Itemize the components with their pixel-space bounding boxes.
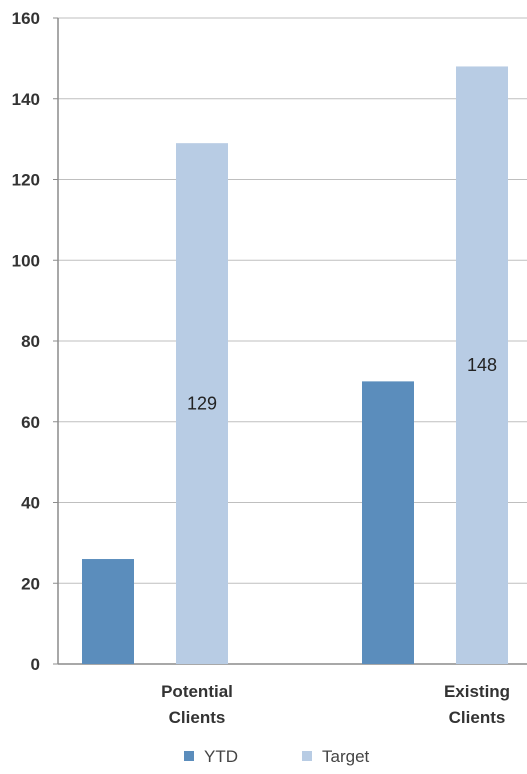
y-tick-labels: 0 20 40 60 80 100 120 140 160 xyxy=(12,9,40,674)
category-label: Potential xyxy=(161,682,233,701)
legend-swatch xyxy=(184,751,194,761)
category-label: Clients xyxy=(169,708,226,727)
bar-ytd-1 xyxy=(362,381,414,664)
y-tick-label: 100 xyxy=(12,251,40,270)
data-label: 148 xyxy=(467,355,497,375)
bar-target-0 xyxy=(176,143,228,665)
bars xyxy=(82,66,508,665)
category-label: Clients xyxy=(449,708,506,727)
bar-target-1 xyxy=(456,66,508,664)
y-tick-label: 60 xyxy=(21,413,40,432)
legend-swatch xyxy=(302,751,312,761)
gridlines xyxy=(58,17,527,584)
legend-label: YTD xyxy=(204,747,238,766)
legend-label: Target xyxy=(322,747,370,766)
category-label: Existing xyxy=(444,682,510,701)
y-tick-label: 0 xyxy=(31,655,40,674)
data-labels: 129 148 xyxy=(187,355,497,413)
y-tick-label: 40 xyxy=(21,494,40,513)
y-tick-label: 160 xyxy=(12,9,40,28)
axes xyxy=(53,17,527,665)
y-tick-label: 120 xyxy=(12,171,40,190)
y-tick-label: 140 xyxy=(12,90,40,109)
bar-ytd-0 xyxy=(82,559,134,664)
y-tick-label: 80 xyxy=(21,332,40,351)
category-labels: Potential Clients Existing Clients xyxy=(161,682,510,727)
legend: YTD Target xyxy=(184,747,370,766)
data-label: 129 xyxy=(187,394,217,414)
y-tick-label: 20 xyxy=(21,574,40,593)
